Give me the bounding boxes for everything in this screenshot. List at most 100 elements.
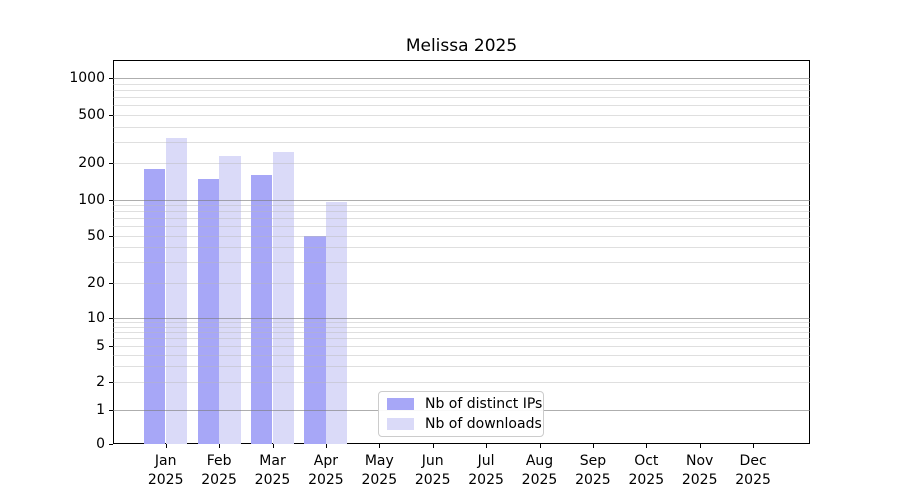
x-tick-year: 2025 — [201, 472, 237, 488]
gridline-minor-60 — [113, 226, 810, 228]
gridline-minor-600 — [113, 105, 810, 107]
bar-nb-of-distinct-ips-mar — [251, 175, 273, 444]
y-tick-label-5: 5 — [96, 337, 105, 354]
bar-nb-of-distinct-ips-feb — [197, 179, 219, 444]
x-tick-year: 2025 — [681, 472, 718, 488]
x-tick-label-oct: Oct 2025 — [614, 452, 678, 490]
x-tick-mark-dec — [753, 444, 755, 448]
x-tick-label-nov: Nov 2025 — [668, 452, 732, 490]
gridline-minor-6 — [113, 338, 810, 340]
x-tick-month: Dec — [739, 453, 767, 469]
bar-nb-of-downloads-feb — [219, 155, 241, 444]
x-tick-year: 2025 — [628, 472, 665, 488]
x-tick-mark-nov — [699, 444, 701, 448]
gridline-minor-70 — [113, 218, 810, 220]
legend-label: Nb of distinct IPs — [425, 395, 543, 412]
legend-label: Nb of downloads — [425, 415, 542, 432]
gridline-minor-40 — [113, 247, 810, 248]
bar-nb-of-downloads-jan — [165, 137, 188, 444]
y-tick-mark-1000 — [109, 78, 113, 79]
x-tick-year: 2025 — [575, 472, 611, 488]
x-tick-label-mar: Mar 2025 — [241, 452, 305, 490]
x-tick-mark-may — [379, 444, 381, 448]
y-tick-label-50: 50 — [87, 227, 105, 244]
x-tick-month: Mar — [259, 453, 286, 469]
x-tick-year: 2025 — [308, 472, 344, 488]
y-tick-label-1000: 1000 — [69, 70, 105, 86]
x-tick-month: Apr — [313, 453, 338, 469]
gridline-minor-500 — [113, 114, 810, 116]
gridline-minor-7 — [113, 332, 810, 334]
x-tick-mark-jan — [165, 444, 167, 448]
gridline-minor-80 — [113, 211, 810, 213]
x-tick-label-dec: Dec 2025 — [721, 452, 785, 490]
gridline-minor-700 — [113, 96, 810, 98]
bar-nb-of-downloads-apr — [326, 202, 348, 444]
legend-item-nb-of-downloads: Nb of downloads — [387, 416, 542, 433]
y-tick-mark-500 — [109, 114, 113, 116]
gridline-minor-30 — [113, 261, 810, 263]
gridline-minor-9 — [113, 322, 810, 324]
y-tick-label-10: 10 — [87, 310, 105, 326]
x-tick-mark-feb — [219, 444, 221, 448]
x-tick-mark-sep — [592, 444, 594, 448]
bar-nb-of-distinct-ips-jan — [144, 168, 166, 444]
y-tick-label-20: 20 — [87, 274, 105, 291]
x-tick-month: Nov — [686, 453, 714, 469]
gridline-minor-5 — [113, 345, 810, 347]
x-tick-month: Jun — [421, 453, 444, 469]
legend-swatch-nb-of-downloads — [387, 418, 414, 430]
y-tick-label-500: 500 — [78, 106, 105, 123]
y-tick-label-1: 1 — [96, 402, 105, 418]
x-tick-mark-jun — [432, 444, 434, 448]
x-tick-year: 2025 — [361, 472, 398, 488]
x-tick-label-sep: Sep 2025 — [561, 452, 625, 490]
x-tick-mark-jul — [486, 444, 488, 448]
legend-item-nb-of-distinct-ips: Nb of distinct IPs — [387, 396, 542, 413]
gridline-minor-8 — [113, 326, 810, 328]
y-tick-mark-0 — [109, 444, 113, 445]
x-tick-month: Jan — [154, 453, 177, 469]
x-tick-year: 2025 — [735, 472, 771, 488]
y-tick-mark-100 — [109, 200, 113, 201]
gridline-minor-90 — [113, 205, 810, 207]
gridline-minor-4 — [113, 354, 810, 356]
x-tick-month: May — [364, 453, 394, 469]
x-tick-label-apr: Apr 2025 — [294, 452, 358, 490]
x-tick-month: Jul — [477, 453, 495, 469]
legend: Nb of distinct IPs Nb of downloads — [378, 391, 544, 437]
gridline-major-1000 — [113, 78, 810, 79]
y-tick-mark-10 — [109, 318, 113, 319]
y-tick-mark-1 — [109, 410, 113, 411]
x-tick-year: 2025 — [147, 472, 184, 488]
x-tick-mark-aug — [539, 444, 541, 448]
x-tick-label-may: May 2025 — [347, 452, 411, 490]
gridline-minor-900 — [113, 83, 810, 85]
bar-nb-of-distinct-ips-apr — [304, 235, 326, 444]
gridline-minor-2 — [113, 382, 810, 384]
gridline-minor-400 — [113, 126, 810, 128]
y-tick-mark-5 — [109, 345, 113, 347]
x-tick-label-jun: Jun 2025 — [401, 452, 465, 490]
x-tick-month: Sep — [579, 453, 607, 469]
x-tick-label-jan: Jan 2025 — [134, 452, 198, 490]
y-tick-mark-50 — [109, 235, 113, 237]
gridline-major-100 — [113, 200, 810, 201]
x-tick-year: 2025 — [468, 472, 504, 488]
x-tick-year: 2025 — [254, 472, 291, 488]
legend-swatch-nb-of-distinct-ips — [387, 398, 414, 410]
gridline-minor-20 — [113, 282, 810, 284]
x-tick-mark-mar — [272, 444, 274, 448]
y-tick-mark-200 — [109, 163, 113, 165]
gridline-minor-300 — [113, 141, 810, 143]
y-tick-label-0: 0 — [96, 436, 105, 452]
x-tick-month: Feb — [206, 453, 232, 469]
y-tick-mark-20 — [109, 282, 113, 284]
y-tick-label-200: 200 — [78, 155, 105, 172]
gridline-minor-3 — [113, 366, 810, 368]
y-tick-mark-2 — [109, 382, 113, 384]
x-tick-mark-oct — [646, 444, 648, 448]
x-tick-month: Oct — [634, 453, 659, 469]
gridline-minor-200 — [113, 163, 810, 165]
